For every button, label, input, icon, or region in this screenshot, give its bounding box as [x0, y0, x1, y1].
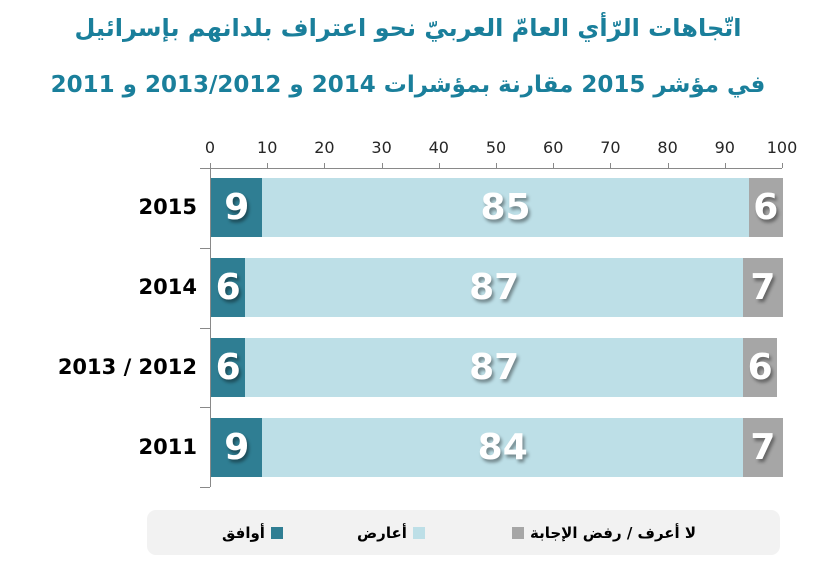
bar-segment-agree: 6 — [211, 338, 246, 397]
bar-value-label: 85 — [480, 187, 531, 228]
x-axis-tick-label: 0 — [204, 138, 216, 157]
x-axis-tick-label: 20 — [314, 138, 335, 157]
bar-value-label: 6 — [747, 347, 773, 388]
x-axis-tick-mark — [782, 163, 783, 168]
x-axis-tick-label: 90 — [714, 138, 735, 157]
bar-segment-agree: 9 — [211, 178, 263, 237]
x-axis-tick-mark — [210, 163, 211, 168]
x-axis-tick-label: 50 — [485, 138, 507, 157]
bar-value-label: 7 — [750, 267, 776, 308]
x-axis-tick-mark — [667, 163, 669, 168]
bar-segment-oppose: 87 — [245, 338, 743, 397]
legend-item-agree: أوافق — [222, 524, 283, 542]
x-axis-tick-mark — [496, 163, 497, 168]
category-label: 2014 — [138, 275, 197, 299]
chart-title-line-2: في مؤشر 2015 مقارنة بمؤشرات 2014 و 2013/… — [50, 72, 766, 98]
bar-segment-dont_know: 7 — [742, 418, 783, 477]
category-label: 2011 — [138, 435, 197, 459]
legend-marker-icon — [412, 526, 425, 539]
bar-segment-dont_know: 7 — [742, 258, 783, 317]
x-axis-tick-label: 100 — [766, 138, 798, 157]
x-axis-tick-labels: 0 10 20 30 40 50 60 70 80 90 100 — [205, 138, 797, 160]
legend: أوافق أعارض لا أعرف / رفض الإجابة — [147, 510, 780, 555]
legend-item-oppose: أعارض — [357, 524, 425, 542]
category-label: 2013 / 2012 — [57, 355, 197, 379]
legend-label: لا أعرف / رفض الإجابة — [530, 523, 697, 542]
y-axis-tick-mark — [200, 407, 210, 408]
x-axis-tick-mark — [438, 163, 440, 168]
x-axis-line — [200, 168, 782, 169]
x-axis-tick-mark — [324, 163, 326, 168]
bar-value-label: 6 — [753, 187, 779, 228]
bar-segment-oppose: 84 — [262, 418, 743, 477]
bar-value-label: 7 — [750, 427, 776, 468]
x-axis-tick-label: 30 — [371, 138, 392, 157]
y-axis-tick-mark — [200, 487, 210, 488]
legend-marker-icon — [270, 526, 283, 539]
bar-segment-agree: 9 — [211, 418, 263, 477]
bar-value-label: 6 — [215, 267, 241, 308]
x-axis-tick-label: 70 — [600, 138, 621, 157]
x-axis-tick-mark — [724, 163, 726, 168]
bar-row-2013-2012: 6 87 6 — [211, 338, 783, 397]
x-axis-tick-label: 40 — [428, 138, 449, 157]
bar-row-2015: 9 85 6 — [211, 178, 783, 237]
x-axis-tick-mark — [553, 163, 555, 168]
x-axis-tick-label: 10 — [257, 138, 278, 157]
bar-value-label: 9 — [224, 427, 250, 468]
bar-value-label: 87 — [469, 347, 520, 388]
x-axis-tick-label: 60 — [543, 138, 564, 157]
legend-marker-icon — [512, 526, 524, 539]
bar-segment-agree: 6 — [211, 258, 246, 317]
bar-segment-dont_know: 6 — [748, 178, 783, 237]
bar-value-label: 84 — [477, 427, 528, 468]
x-axis-tick-label: 80 — [657, 138, 678, 157]
bar-value-label: 6 — [215, 347, 241, 388]
x-axis-tick-mark — [381, 163, 383, 168]
legend-label: أعارض — [357, 523, 407, 542]
x-axis-tick-mark — [610, 163, 612, 168]
bar-row-2011: 9 84 7 — [211, 418, 783, 477]
y-axis-tick-mark — [200, 328, 210, 329]
y-axis-line — [210, 168, 211, 487]
legend-label: أوافق — [222, 523, 265, 542]
category-label: 2015 — [138, 195, 197, 219]
chart-title-line-1: اتّجاهات الرّأي العامّ العربيّ نحو اعترا… — [74, 14, 742, 42]
bar-segment-oppose: 85 — [262, 178, 749, 237]
y-axis-tick-mark — [200, 248, 210, 249]
bar-value-label: 9 — [224, 187, 250, 228]
bar-segment-oppose: 87 — [245, 258, 743, 317]
bar-segment-dont_know: 6 — [742, 338, 778, 397]
bar-value-label: 87 — [469, 267, 520, 308]
bar-row-2014: 6 87 7 — [211, 258, 783, 317]
x-axis-tick-mark — [267, 163, 269, 168]
legend-item-dont_know: لا أعرف / رفض الإجابة — [512, 524, 696, 542]
